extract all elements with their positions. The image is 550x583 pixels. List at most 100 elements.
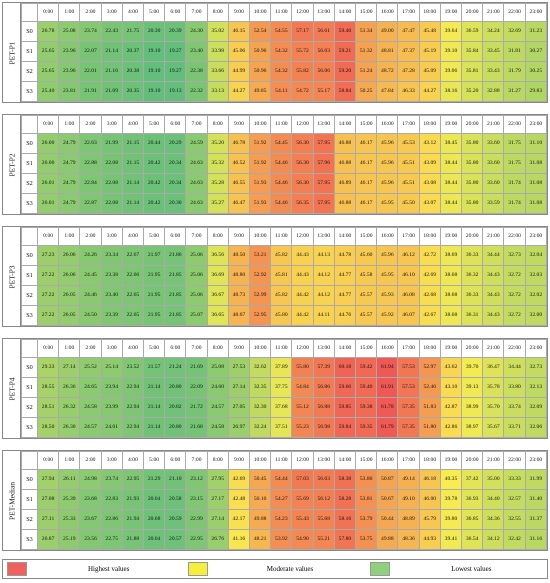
heatmap-cell: 56.35 <box>291 192 314 215</box>
heatmap-cell: 39.13 <box>461 376 484 398</box>
table-row: S0 29.33 27.14 25.52 25.14 23.52 21.57 21.24 21.… <box>21 356 548 378</box>
heatmap-cell: 21.85 <box>164 264 187 286</box>
heatmap-cell: 26.87 <box>36 528 60 551</box>
hour-header: 15:00 <box>355 115 378 134</box>
heatmap-cell: 21.88 <box>121 528 145 551</box>
hour-header: 1:00 <box>58 451 81 470</box>
heatmap-cell: 25.08 <box>206 356 229 378</box>
hour-header: 5:00 <box>143 3 166 22</box>
table-row: S2 27.11 25.33 23.67 22.86 21.94 20.68 20.59 22.… <box>21 508 548 530</box>
heatmap-cell: 45.82 <box>270 284 293 306</box>
heatmap-cell: 31.16 <box>524 528 548 551</box>
heatmap-cell: 22.95 <box>185 528 208 551</box>
heatmap-cell: 38.69 <box>439 244 463 266</box>
table-row: S2 25.65 23.96 22.01 21.16 20.38 19.10 19.27 22.… <box>21 60 548 82</box>
heatmap-cell: 42.86 <box>439 416 463 439</box>
heatmap-cell: 21.72 <box>185 396 208 418</box>
heatmap-cell: 59.21 <box>333 40 357 62</box>
heatmap-cell: 26.01 <box>36 172 60 194</box>
heatmap-cell: 50.10 <box>249 488 272 510</box>
row-label: S0 <box>21 244 38 266</box>
heatmap-cell: 27.23 <box>36 244 60 266</box>
heatmap-cell: 46.52 <box>227 152 251 174</box>
table-row: S1 25.65 23.96 22.07 21.14 20.37 19.10 19.27 23.… <box>21 40 548 62</box>
legend-swatch-highest <box>7 562 27 576</box>
heatmap-cell: 32.72 <box>503 264 526 286</box>
row-label: S3 <box>21 528 38 551</box>
hour-header: 17:00 <box>397 3 420 22</box>
heatmap-cell: 36.59 <box>461 20 484 42</box>
row-label: S2 <box>21 284 38 306</box>
heatmap-cell: 51.83 <box>418 396 441 418</box>
heatmap-cell: 46.88 <box>333 152 357 174</box>
heatmap-cell: 26.06 <box>58 264 81 286</box>
heatmap-cell: 50.45 <box>249 468 272 490</box>
heatmap-cell: 24.50 <box>79 304 102 327</box>
heatmap-cell: 45.95 <box>376 192 399 215</box>
heatmap-cell: 24.63 <box>185 192 208 215</box>
hour-header: 18:00 <box>418 3 441 22</box>
heatmap-cell: 21.95 <box>143 264 166 286</box>
heatmap-cell: 26.06 <box>58 244 81 266</box>
heatmap-cell: 57.53 <box>397 356 420 378</box>
heatmap-cell: 37.42 <box>461 468 484 490</box>
heatmap-cell: 31.08 <box>524 192 548 215</box>
hour-header: 1:00 <box>58 339 81 358</box>
table-row: S0 26.00 24.79 22.63 21.99 21.15 20.44 20.29 24.… <box>21 132 548 154</box>
heatmap-cell: 54.46 <box>270 192 293 215</box>
heatmap-cell: 44.43 <box>291 264 314 286</box>
heatmap-cell: 22.87 <box>79 192 102 215</box>
hour-header: 18:00 <box>418 227 441 246</box>
heatmap-cell: 45.96 <box>376 132 399 154</box>
hour-header: 3:00 <box>100 451 123 470</box>
heatmap-cell: 21.68 <box>185 416 208 439</box>
heatmap-cell: 22.94 <box>121 416 145 439</box>
heatmap-cell: 23.34 <box>100 244 123 266</box>
heatmap-block-0: PET-P1 0:00 1:00 2:00 3:00 4:00 5:00 6:00 7:00 8:… <box>2 2 548 103</box>
heatmap-cell: 26.05 <box>58 284 81 306</box>
heatmap-cell: 27.08 <box>36 488 60 510</box>
hour-header: 4:00 <box>121 451 145 470</box>
heatmap-cell: 20.80 <box>164 376 187 398</box>
heatmap-cell: 45.51 <box>397 152 420 174</box>
heatmap-cell: 44.13 <box>312 244 335 266</box>
hour-header: 9:00 <box>227 3 251 22</box>
heatmap-cell: 25.19 <box>58 528 81 551</box>
hour-header: 17:00 <box>397 115 420 134</box>
heatmap-cell: 36.65 <box>206 304 229 327</box>
heatmap-cell: 20.38 <box>121 60 145 82</box>
heatmap-cell: 55.72 <box>291 40 314 62</box>
legend: Highest values Moderate values Lowest va… <box>2 559 548 579</box>
table-row: S2 26.01 24.79 22.84 22.08 21.14 20.42 20.34 24.… <box>21 172 548 194</box>
heatmap-cell: 54.32 <box>270 60 293 82</box>
heatmap-cell: 38.44 <box>439 192 463 215</box>
hour-header: 2:00 <box>79 3 102 22</box>
heatmap-cell: 58.28 <box>333 488 357 510</box>
heatmap-cell: 32.24 <box>249 416 272 439</box>
hour-header: 15:00 <box>355 3 378 22</box>
row-label: S2 <box>21 508 38 530</box>
heatmap-cell: 42.72 <box>418 244 441 266</box>
hour-header: 6:00 <box>164 339 187 358</box>
heatmap-cell: 20.68 <box>143 508 166 530</box>
heatmap-cell: 22.84 <box>79 172 102 194</box>
heatmap-cell: 34.36 <box>482 508 505 530</box>
heatmap-block-4: PET-Median 0:00 1:00 2:00 3:00 4:00 5:00 6:00 7:… <box>2 450 548 551</box>
hour-header: 12:00 <box>291 227 314 246</box>
heatmap-cell: 51.93 <box>249 172 272 194</box>
heatmap-cell: 48.67 <box>227 304 251 327</box>
heatmap-cell: 20.30 <box>164 192 187 215</box>
row-label: S0 <box>21 132 38 154</box>
hour-header: 2:00 <box>79 451 102 470</box>
heatmap-cell: 22.99 <box>185 508 208 530</box>
heatmap-cell: 46.17 <box>355 172 378 194</box>
hour-header: 11:00 <box>270 339 293 358</box>
heatmap-block-1: PET-P2 0:00 1:00 2:00 3:00 4:00 5:00 6:00 7:00 8:… <box>2 114 548 215</box>
heatmap-cell: 59.35 <box>355 416 378 439</box>
heatmap-cell: 34.43 <box>482 284 505 306</box>
heatmap-cell: 32.02 <box>524 284 548 306</box>
hour-header: 11:00 <box>270 115 293 134</box>
heatmap-cell: 53.21 <box>249 244 272 266</box>
heatmap-cell: 57.35 <box>397 416 420 439</box>
block-label: PET-P1 <box>7 40 16 65</box>
